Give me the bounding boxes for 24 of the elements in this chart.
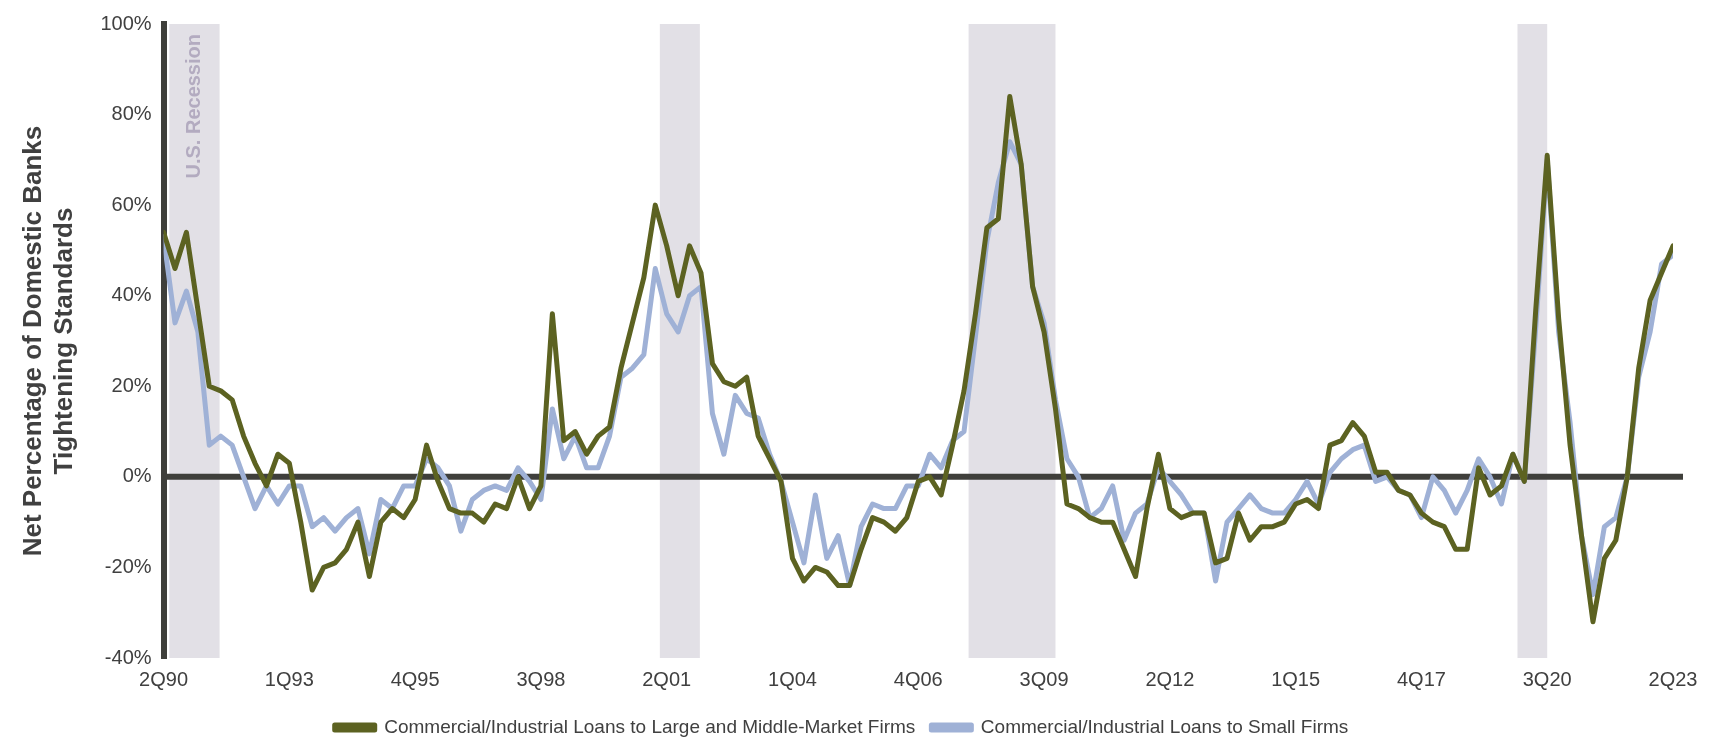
y-tick-label: 80% bbox=[111, 102, 152, 125]
x-tick-label: 1Q93 bbox=[264, 667, 314, 690]
x-tick-label: 1Q04 bbox=[768, 667, 817, 690]
x-tick-label: 2Q01 bbox=[642, 667, 692, 690]
x-tick-label: 3Q98 bbox=[516, 667, 566, 690]
y-tick-label: -20% bbox=[104, 554, 152, 577]
x-tick-label: 3Q20 bbox=[1522, 667, 1572, 690]
y-tick-label: 60% bbox=[111, 192, 152, 215]
y-axis-title: Net Percentage of Domestic Banks Tightening Standards bbox=[16, 125, 78, 557]
x-tick-label: 1Q15 bbox=[1271, 667, 1321, 690]
y-tick-label: 0% bbox=[122, 464, 152, 487]
x-tick-label: 3Q09 bbox=[1019, 667, 1069, 690]
y-tick-label: 40% bbox=[111, 283, 152, 306]
y-tick-label: 20% bbox=[111, 373, 152, 396]
y-tick-label: -40% bbox=[104, 645, 152, 668]
x-tick-label: 4Q06 bbox=[893, 667, 943, 690]
x-tick-label: 2Q12 bbox=[1145, 667, 1195, 690]
x-tick-label: 2Q23 bbox=[1648, 667, 1698, 690]
x-tick-label: 2Q90 bbox=[139, 667, 189, 690]
x-tick-label: 4Q95 bbox=[390, 667, 440, 690]
legend-label: Commercial/Industrial Loans to Large and Middle-Market Firms bbox=[384, 715, 916, 737]
legend-label: Commercial/Industrial Loans to Small Firms bbox=[980, 715, 1349, 737]
y-tick-label: 100% bbox=[100, 11, 152, 34]
x-tick-label: 4Q17 bbox=[1396, 667, 1446, 690]
